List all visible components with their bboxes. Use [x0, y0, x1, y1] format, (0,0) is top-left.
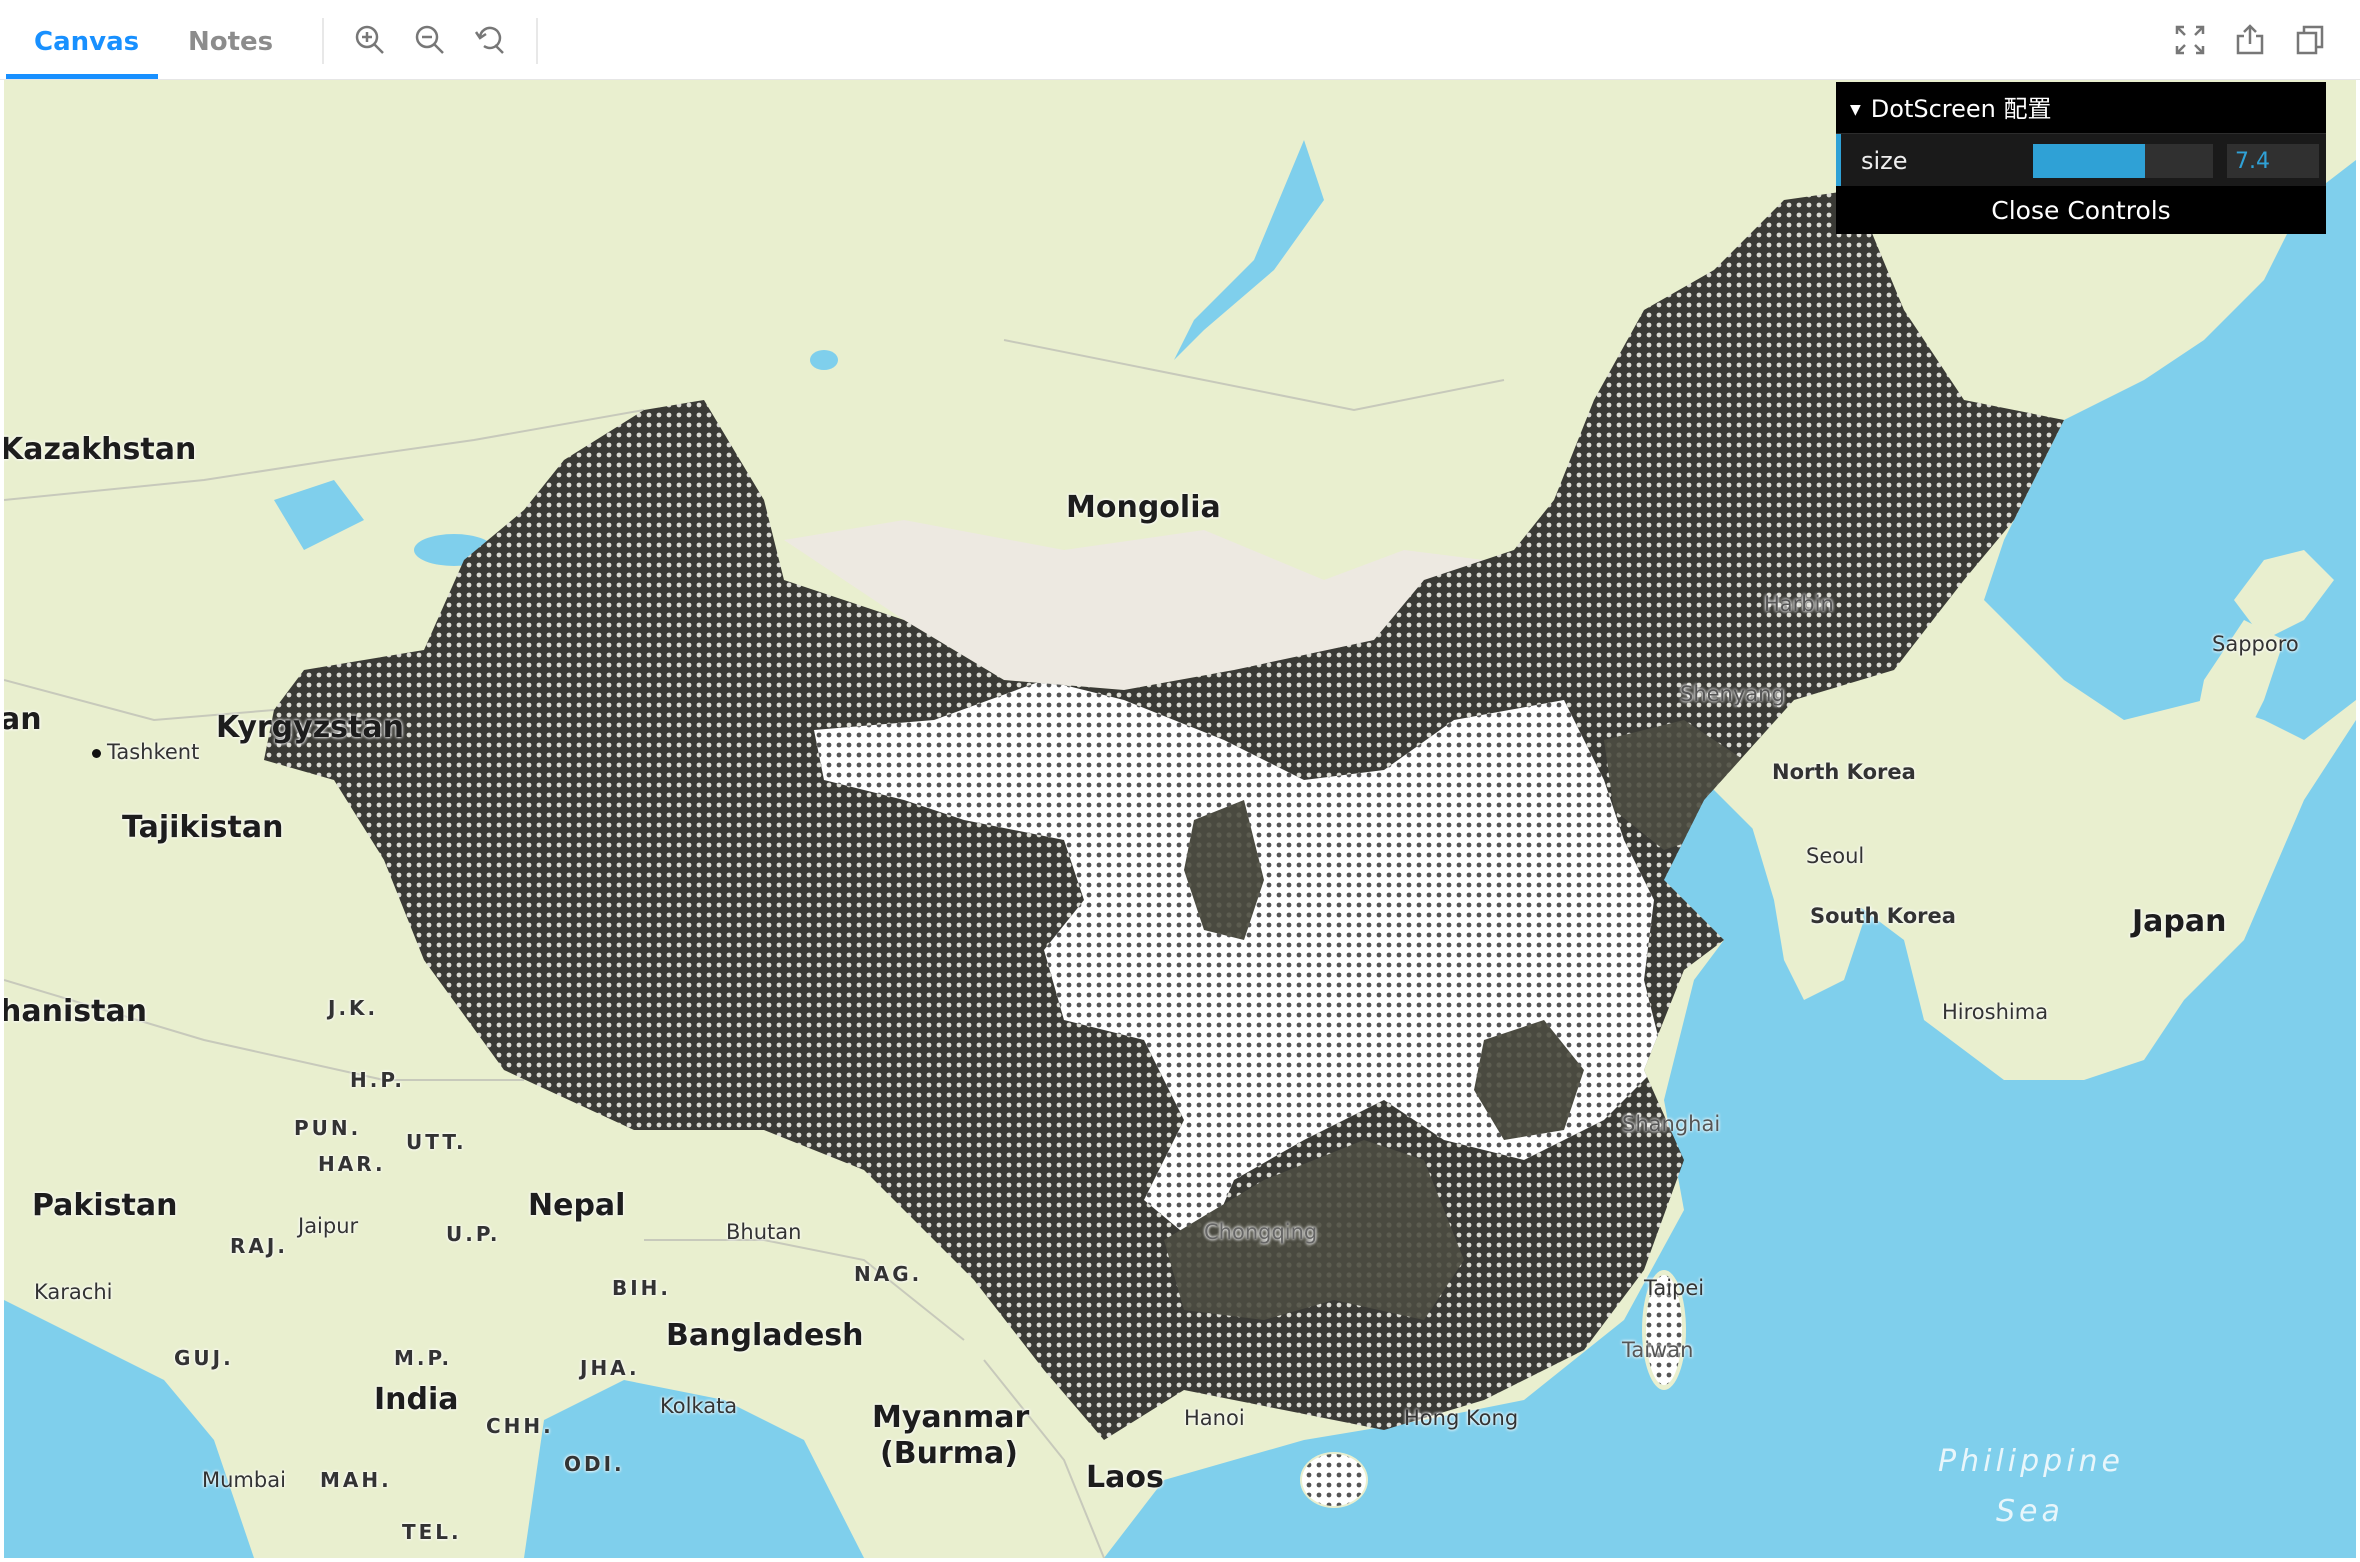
- controls-folder-header[interactable]: ▼ DotScreen 配置: [1836, 82, 2326, 134]
- map-label-state: MAH.: [320, 1468, 392, 1492]
- map-label-sea: Philippine: [1938, 1444, 2125, 1479]
- map-label-state: RAJ.: [230, 1234, 288, 1258]
- map-label-state: ODI.: [564, 1452, 625, 1476]
- controls-title: DotScreen 配置: [1870, 95, 2052, 123]
- map-label-state: M.P.: [394, 1346, 453, 1370]
- map-label-city: Shanghai: [1622, 1112, 1721, 1136]
- map-label-country: hanistan: [4, 994, 148, 1029]
- map-label-country: South Korea: [1810, 904, 1956, 928]
- size-input[interactable]: 7.4: [2227, 144, 2319, 178]
- city-marker-icon: [92, 748, 101, 758]
- toolbar-divider: [536, 18, 538, 64]
- reset-icon[interactable]: [472, 22, 508, 58]
- map-label-city: Seoul: [1806, 844, 1865, 868]
- zoom-in-icon[interactable]: [352, 22, 388, 58]
- map-label-city: Mumbai: [202, 1468, 286, 1492]
- size-slider-fill: [2033, 144, 2145, 178]
- map-label-country: Laos: [1086, 1460, 1164, 1495]
- zoom-out-icon[interactable]: [412, 22, 448, 58]
- map-label-country: (Burma): [880, 1436, 1018, 1471]
- size-label: size: [1861, 147, 1908, 175]
- map-label-country: North Korea: [1772, 760, 1916, 784]
- tab-canvas[interactable]: Canvas: [34, 27, 140, 57]
- map-label-sea: Sea: [1996, 1494, 2064, 1529]
- map-label-country: Pakistan: [32, 1188, 178, 1223]
- map-label-city: Hiroshima: [1942, 1000, 2049, 1024]
- city-name: Tashkent: [107, 740, 200, 764]
- map-label-state: CHH.: [486, 1414, 554, 1438]
- map-label-city: Taipei: [1644, 1276, 1705, 1300]
- map-label-country: Kyrgyzstan: [216, 710, 404, 745]
- map-label-state: TEL.: [402, 1520, 462, 1544]
- map-label-country: Mongolia: [1066, 490, 1221, 525]
- size-slider[interactable]: [2033, 144, 2213, 178]
- map-label-city: Karachi: [34, 1280, 113, 1304]
- map-label-state: PUN.: [294, 1116, 362, 1140]
- map-label-city: Taiwan: [1622, 1338, 1694, 1362]
- export-icon[interactable]: [2232, 22, 2268, 58]
- map-label-city: Jaipur: [298, 1214, 359, 1238]
- fullscreen-icon[interactable]: [2172, 22, 2208, 58]
- map-label-state: GUJ.: [174, 1346, 234, 1370]
- map-label-city: Sapporo: [2212, 632, 2299, 656]
- map-label-city: Kolkata: [660, 1394, 738, 1418]
- map-label-city: Harbin: [1764, 592, 1834, 616]
- tab-notes[interactable]: Notes: [188, 27, 274, 57]
- map-label-city: Hanoi: [1184, 1406, 1245, 1430]
- dotscreen-controls-panel: ▼ DotScreen 配置 size 7.4 Close Controls: [1836, 82, 2326, 234]
- map-label-state: H.P.: [350, 1068, 405, 1092]
- map-label-city: Hong Kong: [1404, 1406, 1519, 1430]
- map-label-state: HAR.: [318, 1152, 386, 1176]
- active-tab-indicator: [6, 74, 158, 79]
- size-control-row: size 7.4: [1836, 134, 2326, 186]
- map-label-country: Myanmar: [872, 1400, 1030, 1435]
- map-label-country: Bhutan: [726, 1220, 802, 1244]
- map-label-country: Japan: [2132, 904, 2227, 939]
- caret-down-icon: ▼: [1850, 102, 1861, 118]
- map-label-country: Tajikistan: [122, 810, 284, 845]
- toolbar-divider: [322, 18, 324, 64]
- map-label-state: UTT.: [406, 1130, 467, 1154]
- map-label-state: U.P.: [446, 1222, 501, 1246]
- toolbar: Canvas Notes: [0, 0, 2360, 80]
- map-label-city: Chongqing: [1204, 1220, 1318, 1244]
- map-label-city: Shenyang: [1680, 682, 1785, 706]
- map-label-country: Kazakhstan: [4, 432, 197, 467]
- close-controls-button[interactable]: Close Controls: [1836, 186, 2326, 234]
- map-canvas[interactable]: Kazakhstan Mongolia Kyrgyzstan Tajikista…: [4, 80, 2356, 1558]
- map-label-country: an: [4, 702, 42, 737]
- map-label-country: Bangladesh: [666, 1318, 864, 1353]
- map-label-country: India: [374, 1382, 459, 1417]
- map-label-city: Tashkent: [92, 740, 199, 764]
- copy-icon[interactable]: [2292, 22, 2328, 58]
- map-basemap: [4, 80, 2356, 1558]
- map-label-state: NAG.: [854, 1262, 923, 1286]
- map-label-state: J.K.: [328, 996, 379, 1020]
- map-label-state: BIH.: [612, 1276, 672, 1300]
- map-label-country: Nepal: [528, 1188, 626, 1223]
- map-label-state: JHA.: [580, 1356, 640, 1380]
